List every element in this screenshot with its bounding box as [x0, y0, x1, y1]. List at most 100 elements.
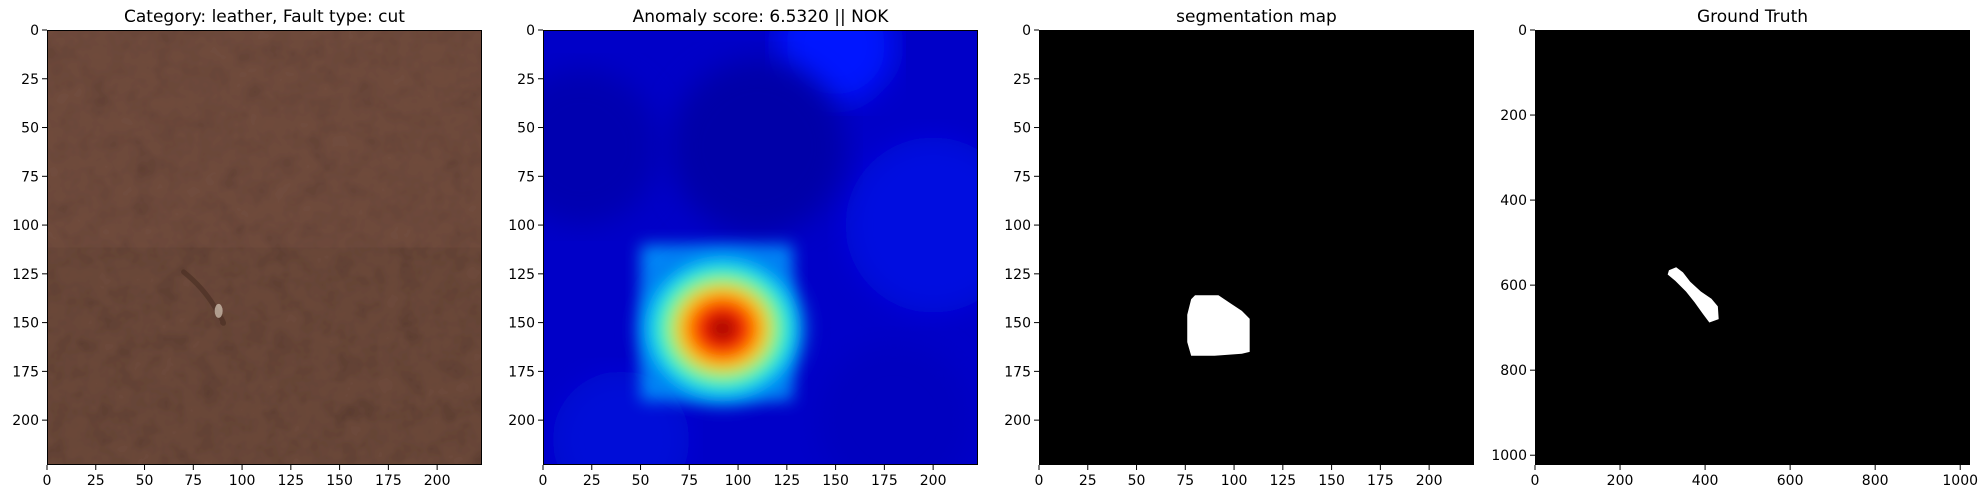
mask-background: [1535, 30, 1970, 465]
y-tick-label: 125: [508, 267, 535, 283]
y-tick-label: 800: [1500, 363, 1527, 379]
y-axis: 0 25 50 75 100 125 150 175 200: [12, 23, 47, 429]
y-tick-label: 150: [12, 316, 39, 332]
x-tick-label: 800: [1862, 473, 1889, 489]
y-tick-label: 150: [508, 316, 535, 332]
mask-background: [1039, 30, 1474, 465]
y-tick-label: 75: [21, 169, 39, 185]
segmentation-mask: [1039, 30, 1474, 465]
x-tick-label: 150: [326, 473, 353, 489]
y-tick-label: 0: [1022, 23, 1031, 39]
x-axis: 0 25 50 75 100 125 150 175 200: [1035, 465, 1443, 489]
y-tick-label: 400: [1500, 193, 1527, 209]
x-tick-label: 0: [1531, 473, 1540, 489]
x-tick-label: 0: [43, 473, 52, 489]
heatmap-blob: [669, 59, 846, 235]
panel-leather-image: Category: leather, Fault type: cut 0 25 50…: [12, 7, 482, 489]
y-tick-label: 25: [1013, 72, 1031, 88]
x-tick-label: 200: [1607, 473, 1634, 489]
x-tick-label: 75: [1176, 473, 1194, 489]
mask-region: [1187, 295, 1250, 356]
y-tick-label: 200: [1004, 413, 1031, 429]
anomaly-heatmap: [543, 30, 978, 465]
heatmap-blob: [845, 137, 978, 313]
x-tick-label: 50: [1128, 473, 1146, 489]
x-tick-label: 200: [920, 473, 947, 489]
ground-truth-mask: [1535, 30, 1970, 465]
x-tick-label: 100: [229, 473, 256, 489]
y-tick-label: 125: [1004, 267, 1031, 283]
y-tick-label: 0: [1518, 23, 1527, 39]
panel-ground-truth: Ground Truth 0 200 400 600 800 1000 0 200 400 60…: [1491, 7, 1978, 489]
axes-frame: [1535, 30, 1970, 465]
y-tick-label: 25: [517, 72, 535, 88]
y-tick-label: 200: [1500, 108, 1527, 124]
leather-image: [47, 30, 482, 465]
y-tick-label: 600: [1500, 278, 1527, 294]
axes-frame: [47, 30, 482, 465]
x-tick-label: 175: [1367, 473, 1394, 489]
x-tick-label: 25: [583, 473, 601, 489]
y-tick-label: 50: [1013, 121, 1031, 137]
x-tick-label: 175: [375, 473, 402, 489]
x-tick-label: 0: [539, 473, 548, 489]
x-tick-label: 75: [680, 473, 698, 489]
anomaly-hotspot: [628, 242, 817, 415]
x-tick-label: 175: [871, 473, 898, 489]
y-axis: 0 25 50 75 100 125 150 175 200: [1004, 23, 1039, 429]
y-tick-label: 100: [1004, 218, 1031, 234]
x-tick-label: 200: [424, 473, 451, 489]
x-tick-label: 50: [136, 473, 154, 489]
x-tick-label: 100: [725, 473, 752, 489]
panel-anomaly-heatmap: Anomaly score: 6.5320 || NOK 0 25 50 75 100 1…: [508, 7, 978, 489]
y-tick-label: 200: [12, 413, 39, 429]
x-tick-label: 1000: [1942, 473, 1978, 489]
y-tick-label: 75: [517, 169, 535, 185]
y-tick-label: 50: [517, 121, 535, 137]
y-tick-label: 0: [30, 23, 39, 39]
y-tick-label: 1000: [1491, 448, 1527, 464]
y-tick-label: 175: [508, 364, 535, 380]
x-tick-label: 150: [822, 473, 849, 489]
x-axis: 0 25 50 75 100 125 150 175 200: [539, 465, 947, 489]
x-tick-label: 150: [1318, 473, 1345, 489]
x-tick-label: 0: [1035, 473, 1044, 489]
x-tick-label: 75: [184, 473, 202, 489]
y-tick-label: 175: [12, 364, 39, 380]
y-tick-label: 75: [1013, 169, 1031, 185]
x-tick-label: 25: [87, 473, 105, 489]
axes-frame: [1039, 30, 1474, 465]
mask-region: [1667, 267, 1719, 323]
cut-highlight: [214, 303, 223, 318]
panel-title: Category: leather, Fault type: cut: [124, 7, 405, 27]
y-tick-label: 25: [21, 72, 39, 88]
y-tick-label: 125: [12, 267, 39, 283]
x-axis: 0 200 400 600 800 1000: [1531, 465, 1978, 489]
x-axis: 0 25 50 75 100 125 150 175 200: [43, 465, 451, 489]
panel-segmentation-map: segmentation map 0 25 50 75 100 125 150 175 200 …: [1004, 7, 1474, 489]
x-tick-label: 100: [1221, 473, 1248, 489]
heatmap-blob: [543, 69, 661, 226]
y-tick-label: 175: [1004, 364, 1031, 380]
y-tick-label: 100: [508, 218, 535, 234]
y-tick-label: 100: [12, 218, 39, 234]
heatmap-blob: [816, 342, 973, 465]
x-tick-label: 50: [632, 473, 650, 489]
y-tick-label: 200: [508, 413, 535, 429]
panel-title: Ground Truth: [1697, 7, 1808, 27]
x-tick-label: 400: [1692, 473, 1719, 489]
panel-title: segmentation map: [1176, 7, 1337, 27]
y-tick-label: 150: [1004, 316, 1031, 332]
x-tick-label: 200: [1416, 473, 1443, 489]
x-tick-label: 25: [1079, 473, 1097, 489]
y-axis: 0 25 50 75 100 125 150 175 200: [508, 23, 543, 429]
axes-frame: [543, 30, 978, 465]
x-tick-label: 125: [1269, 473, 1296, 489]
x-tick-label: 125: [277, 473, 304, 489]
y-axis: 0 200 400 600 800 1000: [1491, 23, 1535, 464]
panel-title: Anomaly score: 6.5320 || NOK: [633, 7, 890, 27]
leather-texture: [47, 30, 482, 465]
y-tick-label: 0: [526, 23, 535, 39]
leather-highlight: [47, 30, 482, 248]
